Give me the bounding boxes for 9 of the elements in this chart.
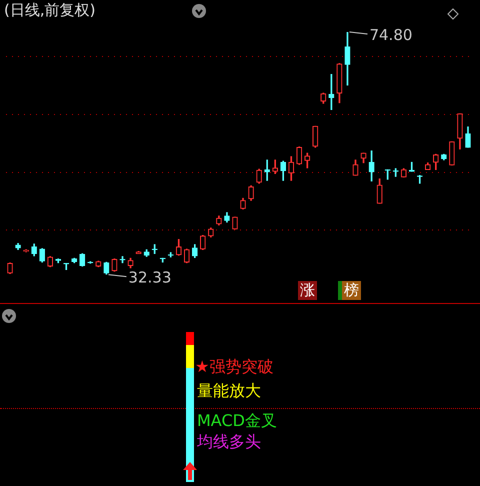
chart-title: (日线,前复权) [4,1,96,20]
text: 榜 [338,281,361,300]
text: MACD金叉 [197,411,277,432]
annotation: 74.80 [369,26,412,44]
annotation: 32.33 [128,268,172,286]
text: ★强势突破 [195,357,274,378]
text: 量能放大 [197,381,261,402]
text: 均线多头 [197,432,261,453]
text: 涨 [298,281,317,300]
